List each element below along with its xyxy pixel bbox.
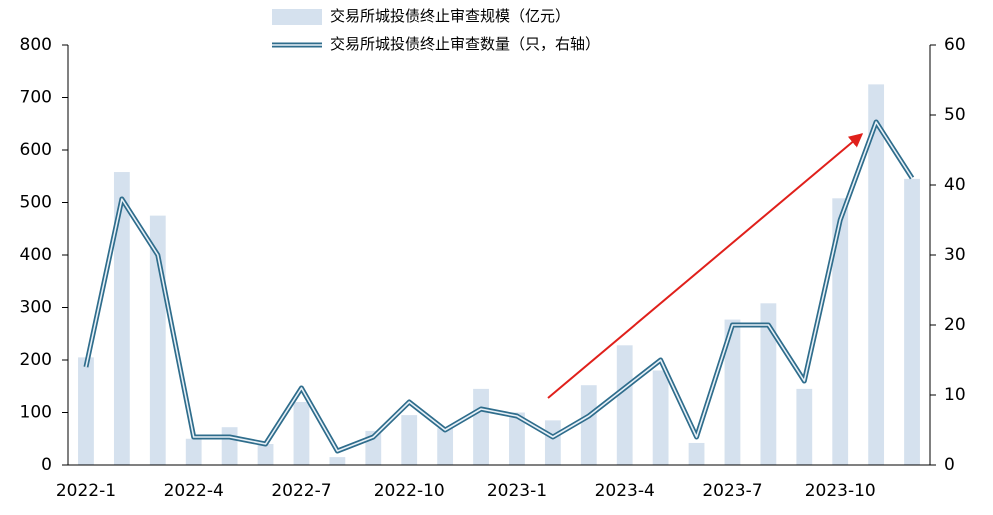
y-tick-label: 100 xyxy=(20,403,52,423)
bar xyxy=(78,357,94,465)
bar xyxy=(257,444,274,465)
bar xyxy=(113,172,130,466)
legend-swatch xyxy=(272,9,322,25)
bar xyxy=(293,402,310,465)
bar xyxy=(868,84,885,465)
trend-arrow xyxy=(547,133,864,399)
y2-tick-label: 0 xyxy=(944,455,955,475)
y-tick-label: 700 xyxy=(20,88,52,108)
bar xyxy=(544,420,561,465)
x-tick-label: 2023-4 xyxy=(595,481,655,501)
bar xyxy=(832,198,849,466)
bar xyxy=(401,415,418,465)
bar xyxy=(185,438,202,465)
y2-tick-label: 10 xyxy=(944,385,966,405)
legend-label: 交易所城投债终止审查规模（亿元） xyxy=(330,7,570,25)
bar xyxy=(796,388,813,465)
y2-tick-label: 30 xyxy=(944,245,966,265)
bar xyxy=(221,427,238,465)
x-tick-label: 2022-4 xyxy=(164,481,224,501)
y-tick-label: 800 xyxy=(20,35,52,55)
x-tick-label: 2023-7 xyxy=(702,481,762,501)
bar xyxy=(580,385,597,465)
bar xyxy=(760,303,777,465)
y2-tick-label: 20 xyxy=(944,315,966,335)
y-tick-label: 600 xyxy=(20,140,52,160)
bar xyxy=(652,370,669,465)
bar xyxy=(473,388,489,465)
x-tick-label: 2022-10 xyxy=(374,481,445,501)
y2-tick-label: 40 xyxy=(944,175,966,195)
bar xyxy=(904,178,920,465)
bar xyxy=(616,345,633,465)
y-tick-label: 300 xyxy=(20,298,52,318)
x-tick-label: 2023-1 xyxy=(487,481,547,501)
x-tick-label: 2023-10 xyxy=(805,481,876,501)
y-tick-label: 400 xyxy=(20,245,52,265)
y-tick-label: 500 xyxy=(20,193,52,213)
y-tick-label: 200 xyxy=(20,350,52,370)
line-outline xyxy=(83,119,915,454)
line xyxy=(85,121,913,452)
bar xyxy=(329,457,346,465)
bar xyxy=(437,428,454,465)
bar xyxy=(688,442,705,465)
bar xyxy=(724,319,741,465)
legend-label: 交易所城投债终止审查数量（只，右轴） xyxy=(330,35,600,53)
bar xyxy=(509,412,525,465)
x-tick-label: 2022-7 xyxy=(271,481,331,501)
y-tick-label: 0 xyxy=(41,455,52,475)
x-tick-label: 2022-1 xyxy=(56,481,116,501)
y2-tick-label: 60 xyxy=(944,35,966,55)
y2-tick-label: 50 xyxy=(944,105,966,125)
